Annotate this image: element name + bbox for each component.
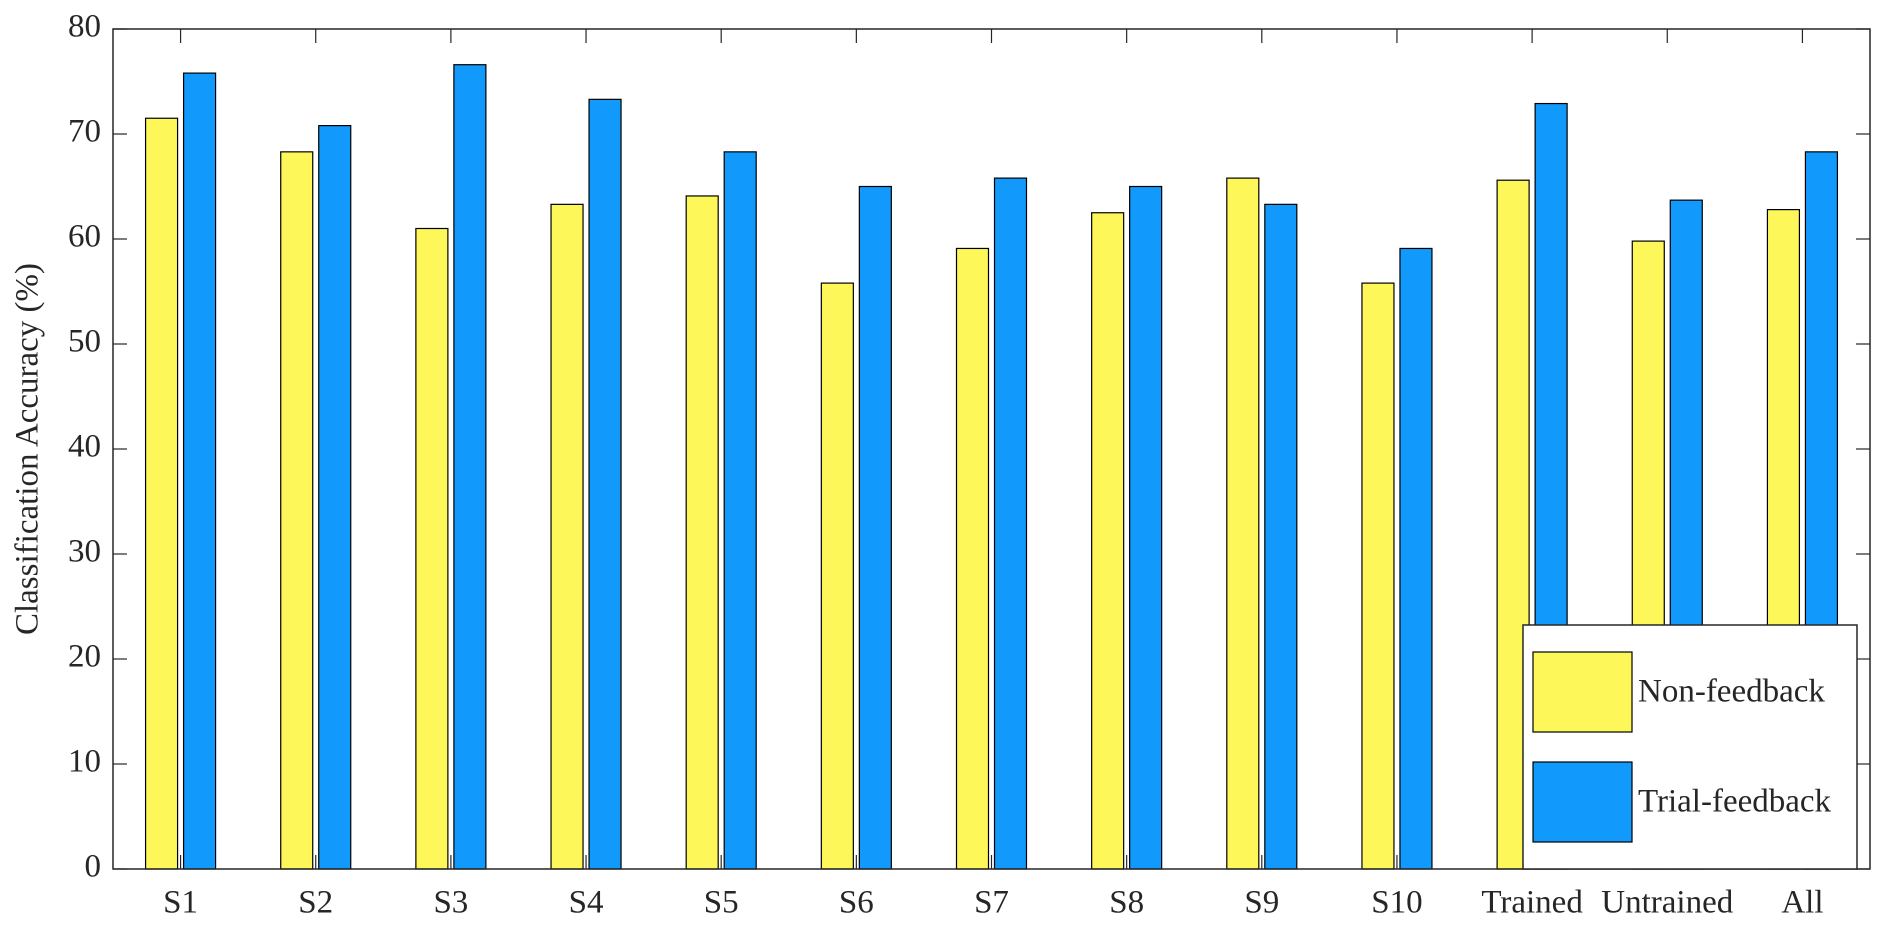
bar (1129, 185, 1163, 870)
bar (723, 151, 757, 870)
bar (685, 195, 719, 870)
bar (453, 64, 487, 870)
bar (280, 151, 314, 870)
x-tick-label: Untrained (1601, 885, 1733, 921)
bar (415, 227, 449, 870)
y-tick-label: 60 (68, 219, 101, 255)
y-tick-label: 10 (68, 744, 101, 780)
bar (1091, 212, 1125, 870)
legend-swatch (1532, 761, 1633, 843)
bar (1226, 177, 1260, 870)
bar (318, 124, 352, 870)
bar (820, 282, 854, 870)
legend-label: Non-feedback (1638, 674, 1825, 710)
x-tick-label: S8 (1109, 885, 1144, 921)
x-tick-label: S2 (298, 885, 333, 921)
bar (182, 72, 217, 870)
bar (1399, 247, 1433, 870)
x-tick-label: S10 (1371, 885, 1422, 921)
x-tick-label: Trained (1481, 885, 1583, 921)
y-tick-label: 50 (68, 324, 101, 360)
y-tick-label: 70 (68, 114, 101, 150)
y-axis-label: Classification Accuracy (%) (10, 263, 46, 635)
x-tick-label: S7 (974, 885, 1009, 921)
x-tick-label: S3 (433, 885, 468, 921)
bar (1264, 203, 1298, 870)
axes-box (112, 28, 1871, 870)
x-tick-label: S1 (163, 885, 198, 921)
legend-label: Trial-feedback (1638, 784, 1832, 820)
y-tick-label: 30 (68, 534, 101, 570)
legend-swatch (1532, 651, 1633, 733)
bar (588, 98, 622, 870)
bar (993, 177, 1028, 870)
y-tick-label: 20 (68, 639, 101, 675)
bar (1361, 282, 1395, 870)
bar (550, 203, 584, 870)
x-tick-label: S5 (704, 885, 739, 921)
x-tick-label: All (1781, 885, 1823, 921)
y-tick-label: 0 (85, 849, 102, 885)
y-tick-label: 40 (68, 429, 101, 465)
bar (144, 117, 179, 870)
legend: Non-feedback Trial-feedback (1522, 624, 1858, 870)
x-tick-label: S6 (839, 885, 874, 921)
bar (955, 247, 990, 870)
bar (858, 185, 892, 870)
x-tick-label: S4 (569, 885, 604, 921)
y-tick-label: 80 (68, 9, 101, 45)
x-tick-label: S9 (1244, 885, 1279, 921)
